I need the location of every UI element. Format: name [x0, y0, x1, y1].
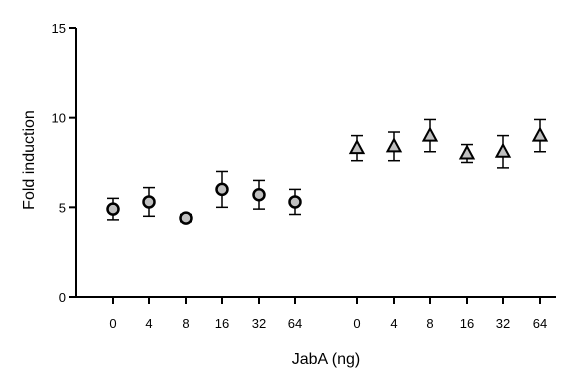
x-tick-label: 16 [215, 316, 229, 331]
y-tick-label: 10 [52, 111, 66, 126]
data-point-triangle [348, 139, 366, 155]
x-axis-title: JabA (ng) [292, 351, 360, 368]
data-point-triangle [458, 144, 476, 160]
x-tick-label: 64 [533, 316, 547, 331]
y-tick-label: 5 [59, 200, 66, 215]
data-point-triangle [531, 126, 549, 142]
x-tick-label: 0 [109, 316, 116, 331]
x-tick-label: 32 [496, 316, 510, 331]
x-tick-label: 16 [460, 316, 474, 331]
x-tick-label: 32 [252, 316, 266, 331]
x-tick-label: 8 [182, 316, 189, 331]
data-point-triangle [385, 137, 403, 153]
x-tick-label: 4 [390, 316, 397, 331]
y-axis-title: Fold induction [21, 110, 38, 210]
data-point-circle [106, 202, 120, 216]
data-point-triangle [421, 126, 439, 142]
y-tick-label: 0 [59, 290, 66, 305]
x-tick-label: 64 [288, 316, 302, 331]
data-marks [106, 118, 549, 225]
x-tick-label: 0 [353, 316, 360, 331]
x-tick-label: 8 [426, 316, 433, 331]
x-tick-label: 4 [145, 316, 152, 331]
data-point-circle [215, 182, 229, 197]
axes: 0 5 10 15 0 4 8 16 32 64 0 4 8 16 32 64 [52, 21, 556, 331]
data-point-circle [288, 195, 302, 209]
data-point-circle [142, 195, 156, 209]
y-tick-label: 15 [52, 21, 66, 36]
data-point-circle [252, 188, 266, 202]
data-point-triangle [494, 142, 512, 158]
data-point-circle [179, 211, 193, 225]
